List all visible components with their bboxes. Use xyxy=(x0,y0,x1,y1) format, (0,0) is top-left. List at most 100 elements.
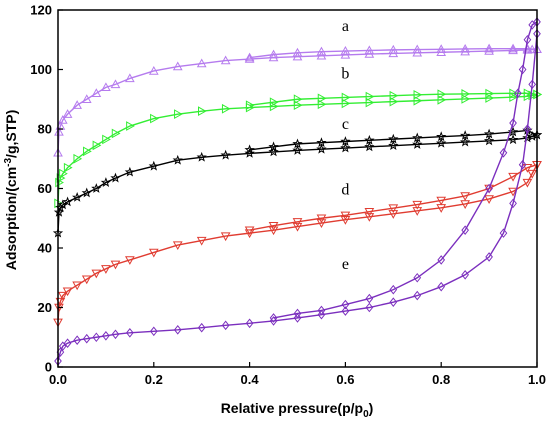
series-label-b: b xyxy=(341,65,349,82)
series-c-point xyxy=(412,139,423,149)
series-c-point xyxy=(364,134,375,145)
series-d-point xyxy=(364,213,375,222)
series-e-point xyxy=(341,299,350,310)
series-c-point xyxy=(459,130,471,140)
series-a-point xyxy=(436,47,447,56)
series-b-point xyxy=(102,134,111,145)
series-e-point xyxy=(82,333,91,344)
series-b-point xyxy=(389,90,399,101)
series-c-point xyxy=(388,133,399,144)
series-c-desorption-line xyxy=(249,129,538,151)
x-tick-label: 0.6 xyxy=(336,372,354,387)
series-d-point xyxy=(508,172,518,182)
series-d-point xyxy=(388,210,399,219)
series-label-layer: a b c d e xyxy=(341,18,349,273)
series-d-adsorption-line xyxy=(57,164,538,323)
series-e-point xyxy=(461,225,469,235)
series-d-point xyxy=(484,195,494,204)
series-d-point xyxy=(522,178,533,188)
series-a-point xyxy=(72,100,83,109)
series-e-point xyxy=(58,341,67,351)
series-d-point xyxy=(316,214,327,224)
series-e-point xyxy=(341,306,350,316)
series-a-point xyxy=(508,45,518,55)
series-c-point xyxy=(364,141,375,152)
y-tick-label: 20 xyxy=(38,300,52,315)
series-b-point xyxy=(413,89,423,100)
series-d-point xyxy=(172,241,183,251)
series-e-point xyxy=(293,308,302,319)
series-b-point xyxy=(341,98,351,109)
series-b-point xyxy=(485,88,495,99)
x-tick-label: 1.0 xyxy=(528,372,546,387)
series-b-point xyxy=(523,88,533,99)
series-e-point xyxy=(513,88,522,99)
y-tick-label: 40 xyxy=(38,241,52,256)
series-e-point xyxy=(413,290,422,301)
series-a xyxy=(53,43,542,157)
x-tick-label: 0.0 xyxy=(49,372,67,387)
series-d-point xyxy=(125,256,135,265)
series-a-point xyxy=(54,126,64,136)
series-b-point xyxy=(111,128,121,139)
series-e-point xyxy=(389,284,398,295)
series-e-point xyxy=(197,322,206,333)
series-b-point xyxy=(461,94,471,104)
series-a-point xyxy=(196,58,207,68)
series-a-point xyxy=(484,43,494,53)
series-e-point xyxy=(437,255,446,265)
x-tick-label: 0.2 xyxy=(145,372,163,387)
series-d-point xyxy=(244,229,255,239)
series-c-point xyxy=(412,132,423,143)
series-d-point xyxy=(72,281,83,291)
series-e-point xyxy=(63,338,72,349)
y-tick-label: 0 xyxy=(45,360,52,375)
series-b xyxy=(54,88,543,209)
series-b-point xyxy=(269,97,279,108)
y-tick-label: 60 xyxy=(38,181,52,196)
series-d-point xyxy=(220,232,231,242)
series-d-point xyxy=(148,248,159,258)
series-b-point xyxy=(413,95,423,106)
series-e-point xyxy=(485,183,493,194)
series-b-point xyxy=(317,93,327,104)
series-d xyxy=(53,161,542,328)
series-e-point xyxy=(92,332,101,343)
series-e-desorption-line xyxy=(273,21,538,319)
series-a-point xyxy=(91,88,102,97)
series-b-point xyxy=(56,173,66,183)
x-axis-title: Relative pressure(p/p0) xyxy=(221,400,374,420)
series-e-point xyxy=(173,325,182,335)
series-e-point xyxy=(365,293,374,304)
series-c-point xyxy=(196,151,207,162)
series-c-point xyxy=(124,166,136,177)
series-c-point xyxy=(292,138,303,149)
series-c-point xyxy=(244,144,255,155)
series-d-point xyxy=(110,260,121,270)
series-e-point xyxy=(365,302,374,313)
series-a-point xyxy=(81,94,92,103)
series-e-adsorption-line xyxy=(57,33,538,362)
series-e-point xyxy=(126,327,134,338)
series-e-point xyxy=(102,330,110,341)
series-b-point xyxy=(461,89,471,99)
series-e-point xyxy=(389,297,398,307)
series-c-point xyxy=(81,187,92,198)
series-e-point xyxy=(413,272,422,283)
series-a-desorption-line xyxy=(249,47,538,59)
series-label-c: c xyxy=(342,116,349,133)
series-a-point xyxy=(110,79,121,89)
series-c-point xyxy=(148,160,159,171)
series-a-point xyxy=(172,61,183,71)
series-b-point xyxy=(198,106,207,116)
series-b-point xyxy=(293,94,303,105)
series-c-point xyxy=(436,137,447,148)
series-a-point xyxy=(57,115,68,124)
series-b-point xyxy=(221,103,231,114)
series-a-point xyxy=(316,46,327,56)
series-c-point xyxy=(316,143,327,154)
series-d-point xyxy=(527,169,538,179)
series-e-point xyxy=(245,318,254,329)
series-label-d: d xyxy=(341,181,349,198)
series-c-point xyxy=(436,131,447,142)
